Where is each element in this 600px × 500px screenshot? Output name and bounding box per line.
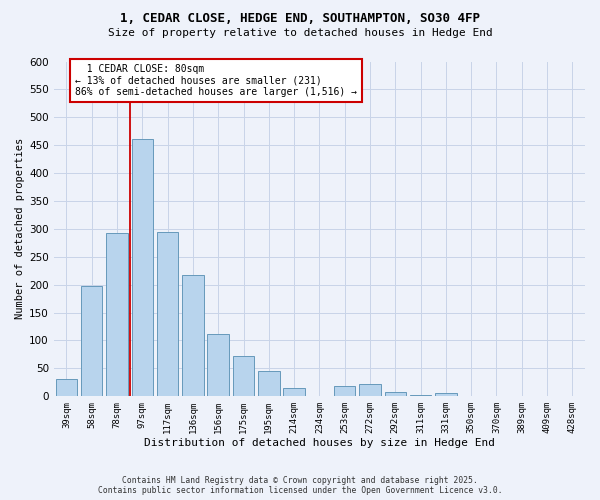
Text: Size of property relative to detached houses in Hedge End: Size of property relative to detached ho… xyxy=(107,28,493,38)
Y-axis label: Number of detached properties: Number of detached properties xyxy=(15,138,25,320)
Text: 1 CEDAR CLOSE: 80sqm  
← 13% of detached houses are smaller (231)
86% of semi-de: 1 CEDAR CLOSE: 80sqm ← 13% of detached h… xyxy=(75,64,357,98)
Bar xyxy=(258,371,280,396)
Bar xyxy=(131,139,153,396)
Bar xyxy=(157,232,178,396)
Bar xyxy=(435,393,457,396)
X-axis label: Distribution of detached houses by size in Hedge End: Distribution of detached houses by size … xyxy=(144,438,495,448)
Bar xyxy=(359,384,381,396)
Bar xyxy=(81,286,103,396)
Bar xyxy=(385,392,406,396)
Text: Contains HM Land Registry data © Crown copyright and database right 2025.
Contai: Contains HM Land Registry data © Crown c… xyxy=(98,476,502,495)
Bar xyxy=(208,334,229,396)
Bar xyxy=(106,233,128,396)
Text: 1, CEDAR CLOSE, HEDGE END, SOUTHAMPTON, SO30 4FP: 1, CEDAR CLOSE, HEDGE END, SOUTHAMPTON, … xyxy=(120,12,480,26)
Bar xyxy=(182,275,203,396)
Bar xyxy=(233,356,254,396)
Bar xyxy=(56,380,77,396)
Bar xyxy=(334,386,355,396)
Bar xyxy=(410,395,431,396)
Bar xyxy=(283,388,305,396)
